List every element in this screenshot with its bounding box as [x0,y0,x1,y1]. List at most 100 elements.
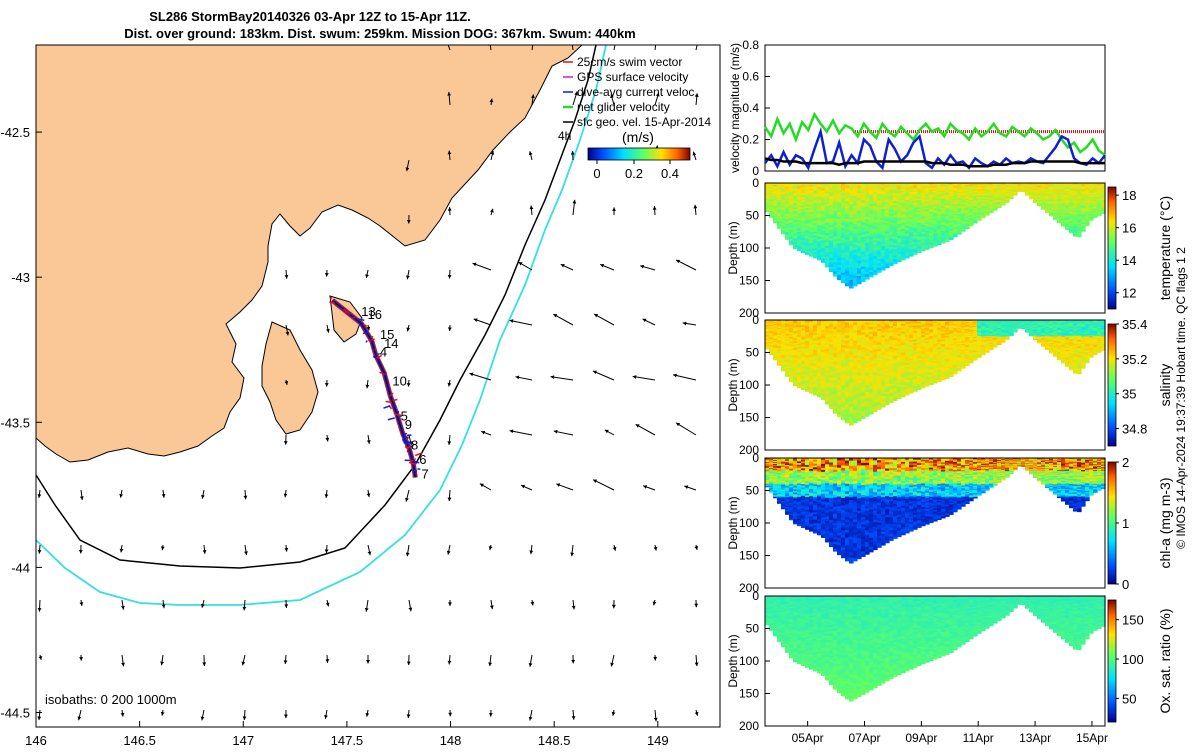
section-cell [1073,235,1078,237]
colorbar-tick-label: 12 [1122,286,1136,301]
track-day-label: 7 [421,467,428,482]
track-day-label: 16 [367,307,381,322]
map-xtick-label: 148 [440,733,462,748]
section-cell [849,285,854,288]
section-cell [1033,202,1038,203]
section-cell [853,420,858,423]
section-cell [865,414,870,417]
track-vector [353,317,355,318]
section-cell [837,414,842,417]
section-cell [849,422,854,425]
map-colorbar [588,148,690,160]
colorbar-tick-label: 16 [1122,221,1136,236]
track-vector [386,401,392,402]
track-vector [371,339,375,340]
track-vector [406,433,407,435]
section-cell [925,247,930,249]
section-cell [905,256,910,258]
legend-geo: sfc geo. vel. 15-Apr-2014 [577,115,711,129]
section-ytick-label: 50 [746,209,760,223]
section-cell [785,238,790,240]
section-cell [933,244,938,246]
track-day-label: 8 [411,437,418,452]
section-cell [961,230,966,232]
section-cell [857,281,862,284]
section-cell [825,402,830,405]
section-cell [777,227,782,229]
figure-title-line1: SL286 StormBay20140326 03-Apr 12Z to 15-… [149,9,471,24]
map-colorbar-tick: 0 [593,166,600,181]
velocity-axes-frame [765,45,1105,171]
section-cell [953,235,958,237]
velocity-ytick-label: 0.4 [742,101,759,115]
section-cell [969,225,974,227]
legend-net: net glider velocity [577,100,670,114]
section-cell [945,240,950,242]
section-cell [1069,231,1074,233]
section-cell [1061,225,1066,227]
section-cell [1097,214,1102,215]
section-cell [897,260,902,263]
section-cell [977,219,982,221]
track-day-label: 6 [419,452,426,467]
track-vector [407,451,408,452]
section-cell [813,256,818,258]
section-cell [825,265,830,268]
section-cell [869,411,874,414]
section-cell [917,251,922,253]
track-vector [407,438,408,441]
section-cell [1093,216,1098,217]
section-cell [989,212,994,213]
section-cell [1081,230,1086,232]
velocity-arrow-head [654,38,658,42]
section-cell [817,395,822,398]
map-colorbar-tick: 0.2 [625,166,643,181]
section-cell [813,393,818,395]
legend-swim: 25cm/s swim vector [577,55,682,69]
section-cell [781,369,786,371]
section-cell [885,266,890,269]
section-cell [941,241,946,243]
isobath-label: isobaths: 0 200 1000m [45,692,177,707]
section-cell [789,380,794,382]
section-cell [861,279,866,282]
section-cell [809,391,814,393]
section-cell [1049,215,1054,216]
section-cell [869,274,874,277]
section-cell [845,420,850,423]
section-cell [805,252,810,254]
velocity-ylabel: velocity magnitude (m/s) [728,43,742,173]
section-cell [921,249,926,251]
section-ytick-label: 0 [752,176,759,190]
section-ylabel: Depth (m) [726,221,740,274]
section-cell [829,269,834,272]
section-cell [817,258,822,261]
section-cell [881,268,886,271]
section-cell [773,359,778,361]
track-vector [366,341,367,343]
section-cell [801,388,806,390]
section-cell [1005,202,1010,203]
section-cell [1029,198,1034,199]
section-cell [861,416,866,419]
track-vector [369,339,370,341]
map-ytick-label: -44 [11,560,30,575]
section-cell [833,274,838,277]
colorbar-tick-label: 18 [1122,188,1136,203]
figure-title-line2: Dist. over ground: 183km. Dist. swum: 25… [124,26,636,41]
section-cell [821,260,826,263]
colorbar-corner-label: 4h [558,129,571,143]
track-vector [333,300,334,302]
section-cell [1037,205,1042,206]
track-vector [403,439,404,442]
track-day-label: 10 [392,374,406,389]
section-cell [841,417,846,420]
section-cell [777,364,782,366]
section-cell [769,216,774,217]
map-xtick-label: 147 [232,733,254,748]
track-vector [410,460,413,461]
